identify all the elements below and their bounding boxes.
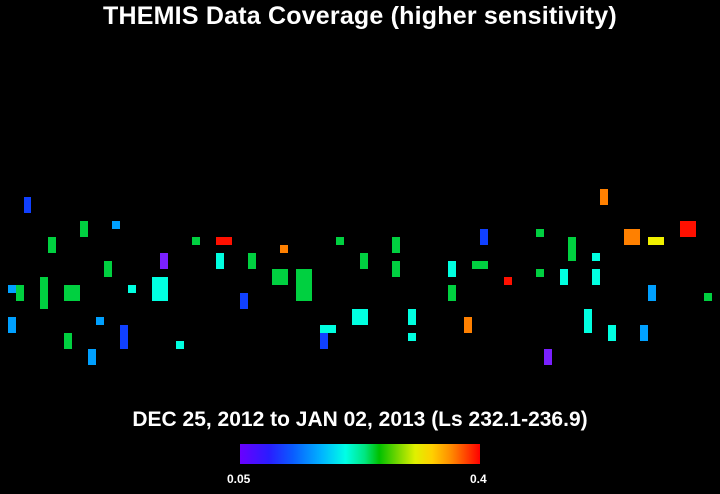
coverage-swath — [112, 221, 120, 229]
coverage-swath — [104, 261, 112, 277]
coverage-swath — [504, 277, 512, 285]
coverage-swath — [392, 237, 400, 253]
coverage-swath — [336, 237, 344, 245]
coverage-swath — [216, 237, 232, 245]
coverage-swath — [352, 309, 368, 325]
coverage-swath — [192, 237, 200, 245]
coverage-swath — [480, 229, 488, 245]
coverage-swath — [24, 197, 31, 213]
map-title: THEMIS Data Coverage (higher sensitivity… — [103, 2, 617, 30]
coverage-swath — [392, 261, 400, 277]
coverage-swath — [680, 221, 696, 237]
coverage-swath — [584, 309, 592, 333]
coverage-swath — [280, 245, 288, 253]
coverage-swath — [320, 325, 336, 333]
coverage-swath — [648, 237, 664, 245]
coverage-swath — [536, 229, 544, 237]
colorbar — [240, 444, 480, 464]
coverage-swath — [608, 325, 616, 341]
coverage-swath — [600, 189, 608, 205]
coverage-swath — [592, 253, 600, 261]
coverage-swath — [240, 293, 248, 309]
coverage-swath — [216, 253, 224, 269]
coverage-swath — [360, 253, 368, 269]
coverage-swath — [536, 269, 544, 277]
coverage-swath — [320, 333, 328, 349]
coverage-swath — [448, 285, 456, 301]
coverage-swath — [624, 229, 640, 245]
coverage-swath — [80, 221, 88, 237]
coverage-swath — [248, 253, 256, 269]
coverage-swath — [8, 285, 16, 293]
coverage-swath — [296, 269, 312, 301]
coverage-swath — [704, 293, 712, 301]
coverage-swath — [128, 285, 136, 293]
coverage-swath — [408, 333, 416, 341]
coverage-swath — [272, 269, 288, 285]
coverage-swath — [176, 341, 184, 349]
coverage-swath — [152, 277, 168, 301]
date-range-label: DEC 25, 2012 to JAN 02, 2013 (Ls 232.1-2… — [132, 408, 588, 431]
colorbar-min-label: 0.05 — [227, 472, 251, 486]
coverage-swath — [472, 261, 488, 269]
coverage-swath — [648, 285, 656, 301]
coverage-swath — [160, 253, 168, 269]
coverage-swath — [560, 269, 568, 285]
coverage-swath — [64, 333, 72, 349]
coverage-swath — [8, 317, 16, 333]
coverage-swath — [464, 317, 472, 333]
coverage-swath — [120, 325, 128, 349]
coverage-swath — [40, 277, 48, 309]
coverage-swath — [96, 317, 104, 325]
coverage-swath — [48, 237, 56, 253]
coverage-swath — [88, 349, 96, 365]
coverage-swath — [64, 285, 80, 301]
coverage-swath — [408, 309, 416, 325]
coverage-swath — [448, 261, 456, 277]
colorbar-max-label: 0.4 — [470, 472, 487, 486]
coverage-swath — [640, 325, 648, 341]
coverage-swath — [568, 237, 576, 261]
coverage-swath — [544, 349, 552, 365]
coverage-swath — [592, 269, 600, 285]
coverage-swath — [16, 285, 24, 301]
